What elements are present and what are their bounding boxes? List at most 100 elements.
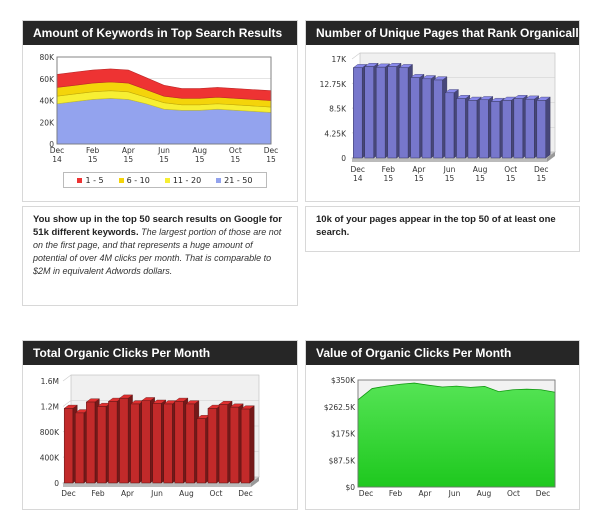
x-tick-line: Apr [121,489,135,498]
legend-swatch-icon [216,177,222,183]
legend-item-11-20: 11 - 20 [164,176,201,185]
x-tick-line: Dec [359,489,374,498]
x-tick-line: 15 [384,174,394,183]
x-tick-label: Oct 15 [504,165,517,183]
x-tick-line: Oct [504,165,517,174]
legend-label: 6 - 10 [126,175,150,185]
value-chart: $0 $87.5K $175K $262.5K $350K Dec Feb Apr Jun Aug… [324,376,556,498]
x-tick-label: Apr [121,489,135,498]
bar [152,403,162,484]
keywords-panel: Amount of Keywords in Top Search Results… [22,20,298,202]
y-tick-label: 0 [54,479,59,488]
y-tick-label: $350K [331,376,356,385]
x-tick-line: Jun [157,146,170,155]
x-tick-line: Aug [473,165,488,174]
x-tick-line: Apr [412,165,426,174]
y-tick-label: $262.5K [324,403,356,412]
bar [364,66,374,159]
bar [185,403,195,484]
x-tick-line: Dec [50,146,65,155]
pages-panel: Number of Unique Pages that Rank Organic… [305,20,580,202]
bar [218,404,228,484]
x-tick-line: 15 [266,155,276,164]
x-tick-label: Feb [91,489,105,498]
bar [467,100,478,159]
x-tick-label: Aug [179,489,194,498]
value-panel-title: Value of Organic Clicks Per Month [306,341,579,365]
x-tick-line: 14 [52,155,62,164]
x-tick-label: Feb 15 [86,146,100,164]
keywords-summary: You show up in the top 50 search results… [22,206,298,306]
bar [421,78,432,159]
y-tick-label: 800K [40,428,60,437]
y-tick-label: 17K [332,55,348,64]
y-tick-label: 400K [40,454,60,463]
bar [353,67,363,159]
x-tick-line: Oct [229,146,242,155]
x-tick-line: Jun [448,489,461,498]
y-tick-label: 8.5K [329,105,347,114]
bar [229,406,239,484]
bar [433,79,443,159]
bar [490,101,501,159]
x-tick-line: Jun [150,489,163,498]
bar [163,403,173,484]
floor-edge [352,158,547,162]
x-tick-line: 15 [159,155,169,164]
x-tick-line: Dec [61,489,76,498]
y-tick-label: $0 [345,483,355,492]
y-tick-label: $175K [331,430,356,439]
x-tick-line: Jun [443,165,456,174]
x-tick-line: Oct [507,489,520,498]
x-tick-line: Dec [534,165,549,174]
bar [86,401,96,484]
x-tick-line: 15 [475,174,485,183]
x-tick-label: Feb 15 [382,165,396,183]
plot-frame [357,379,556,488]
x-tick-label: Jun 15 [443,165,456,183]
bar [207,408,217,484]
clicks-chart: 0 400K 800K 1.2M 1.6M Dec Feb Apr Jun Aug Oct Dec [40,374,260,498]
bar [75,412,85,484]
bar [444,92,455,159]
keywords-legend: 1 - 5 6 - 10 11 - 20 21 - 50 [63,172,267,188]
x-tick-label: Aug 15 [473,165,488,183]
bar [97,406,107,484]
bar [108,401,118,484]
bar [119,397,129,484]
x-tick-line: 15 [124,155,134,164]
x-tick-label: Apr 15 [122,146,136,164]
x-tick-line: Aug [192,146,207,155]
legend-item-6-10: 6 - 10 [118,175,150,185]
floor-side [547,152,555,162]
legend-label: 1 - 5 [85,175,104,185]
pages-summary-bold: 10k of your pages appear in the top 50 o… [316,214,556,238]
bar [513,98,524,159]
x-tick-label: Dec [238,489,253,498]
bar [456,98,466,159]
grid-line-diag [62,400,72,407]
x-tick-line: Dec [264,146,279,155]
bar [536,100,546,159]
x-tick-label: Apr [419,489,433,498]
x-tick-line: 15 [195,155,205,164]
bar-side [545,96,551,159]
x-tick-line: Dec [536,489,551,498]
pages-panel-title: Number of Unique Pages that Rank Organic… [306,21,579,45]
bar-side [249,405,255,484]
keywords-summary-italic: The largest portion of those are not on … [33,227,282,276]
x-tick-label: Oct [507,489,520,498]
x-tick-line: 14 [353,174,363,183]
legend-swatch-icon [77,177,83,183]
x-tick-label: Feb [389,489,403,498]
x-tick-label: Aug [477,489,492,498]
x-tick-label: Dec [61,489,76,498]
x-tick-line: Feb [382,165,396,174]
clicks-panel: Total Organic Clicks Per Month 0 400K 800K… [22,340,298,510]
y-tick-label: $87.5K [329,456,356,465]
y-tick-label: 0 [341,154,346,163]
y-tick-label: 4.25K [324,129,347,138]
x-tick-line: Aug [477,489,492,498]
